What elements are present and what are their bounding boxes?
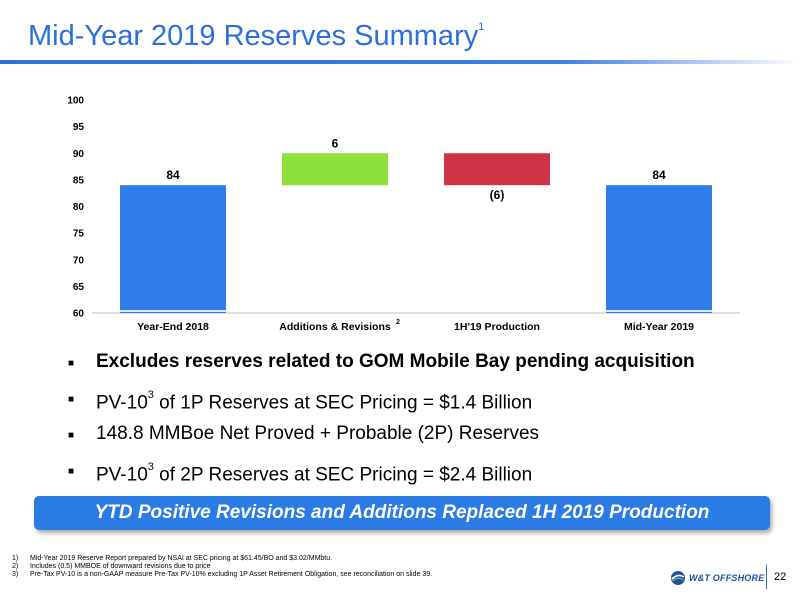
footnote: 2) Includes (0.5) MMBOE of downward revis… [12,563,432,571]
x-tick-label: Mid-Year 2019 [624,321,694,333]
bullet-item: ■ PV-103 of 1P Reserves at SEC Pricing = … [68,388,695,424]
bullet-text-continued: of 1P Reserves at SEC Pricing = $1.4 Bil… [153,392,533,414]
data-label: 6 [332,136,339,150]
chart-bar [444,153,550,186]
bullet-marker: ■ [68,430,75,441]
footnote: 1) Mid-Year 2019 Reserve Report prepared … [12,555,432,563]
footnote-number: 3) [12,571,19,578]
x-tick-label: 1H'19 Production [454,321,540,333]
bullet-footnote-marker: 3 [147,461,154,473]
chart-bar [606,185,712,313]
title-divider [0,60,800,64]
bullet-text: PV-10 [96,392,148,414]
data-label: 84 [652,168,666,182]
bullet-text-continued: of 2P Reserves at SEC Pricing = $2.4 Bil… [153,464,533,486]
footnote-number: 1) [12,555,19,562]
y-tick-label: 100 [67,96,84,107]
logo-text: W&T OFFSHORE [689,573,765,583]
chart-bar [120,185,226,313]
bullet-text: 148.8 MMBoe Net Proved + Probable (2P) R… [96,423,540,444]
banner-text: YTD Positive Revisions and Additions Rep… [94,502,710,523]
bullet-list: ■ Excludes reserves related to GOM Mobile… [68,352,695,496]
bullet-item: ■ PV-103 of 2P Reserves at SEC Pricing = … [68,460,695,496]
footnote-text: Includes (0.5) MMBOE of downward revisio… [30,563,211,570]
x-tick-label: Year-End 2018 [137,321,209,333]
x-tick-footnote-marker: 2 [396,319,400,326]
company-logo: W&T OFFSHORE [670,570,764,586]
y-tick-label: 85 [73,175,85,186]
chart-bar-base [606,310,712,312]
chart-bar-base [120,310,226,312]
data-label: 84 [166,168,180,182]
footnote-number: 2) [12,563,19,570]
y-tick-label: 65 [73,282,85,293]
y-tick-label: 70 [73,255,85,266]
highlight-banner: YTD Positive Revisions and Additions Rep… [34,496,770,530]
y-tick-label: 80 [73,202,85,213]
y-tick-label: 75 [73,229,85,240]
bullet-footnote-marker: 3 [147,389,154,401]
footer-divider [766,565,767,589]
bullet-text: Excludes reserves related to GOM Mobile … [96,351,695,372]
footnote-text: Pre-Tax PV-10 is a non-GAAP measure Pre-… [30,571,433,578]
x-tick-label: Additions & Revisions [279,321,391,333]
bullet-marker: ■ [68,466,75,477]
bullet-marker: ■ [68,394,75,405]
y-tick-label: 90 [73,149,85,160]
page-title-text: Mid-Year 2019 Reserves Summary [28,20,479,52]
reserves-waterfall-chart: 60 65 70 75 80 85 90 95 100 84 Year-End 2018 6 Addit… [67,96,740,333]
data-label: (6) [490,188,505,202]
y-tick-label: 60 [73,309,85,320]
footnotes: 1) Mid-Year 2019 Reserve Report prepared … [12,555,432,579]
bullet-item: ■ 148.8 MMBoe Net Proved + Probable (2P) … [68,424,695,460]
bullet-item: ■ Excludes reserves related to GOM Mobile… [68,352,695,388]
y-tick-label: 95 [73,122,85,133]
bullet-text: PV-10 [96,464,148,486]
page-title: Mid-Year 2019 Reserves Summary1 [28,20,484,53]
title-footnote-marker: 1 [478,21,485,34]
bullet-marker: ■ [68,358,75,369]
globe-swirl-icon [671,571,685,585]
page-number: 22 [774,571,787,583]
footnote: 3) Pre-Tax PV-10 is a non-GAAP measure Pr… [12,571,432,579]
footnote-text: Mid-Year 2019 Reserve Report prepared by… [30,555,333,562]
chart-bar [282,153,388,186]
